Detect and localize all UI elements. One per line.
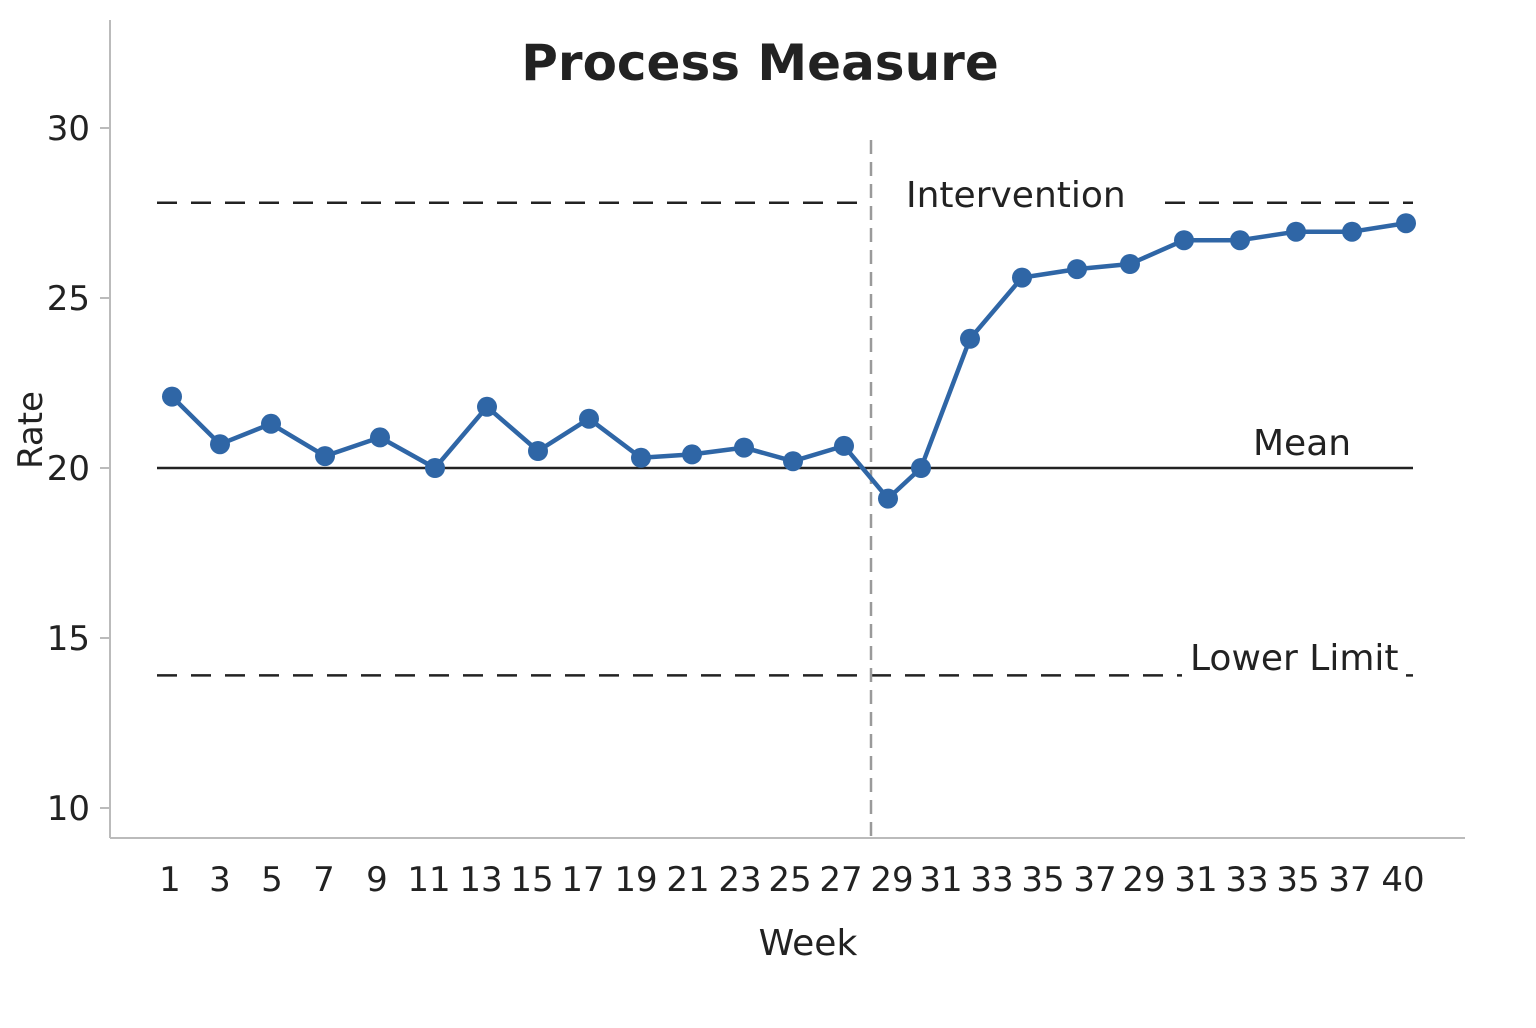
data-point [783, 451, 803, 472]
data-point [1342, 221, 1362, 242]
data-point [315, 446, 335, 467]
data-point [370, 427, 390, 448]
y-tick-label: 20 [47, 449, 90, 489]
y-tick-label: 25 [47, 279, 90, 319]
y-tick-label: 30 [47, 109, 90, 149]
x-tick-label: 31 [919, 860, 962, 900]
x-tick-label: 5 [261, 860, 283, 900]
data-point [1230, 230, 1250, 251]
lower-limit-label: Lower Limit [1190, 638, 1399, 679]
y-tick-label: 10 [47, 789, 90, 829]
data-point [834, 435, 854, 456]
x-tick-label: 11 [407, 860, 450, 900]
data-point [1286, 221, 1306, 242]
data-point [528, 441, 548, 461]
mean-label: Mean [1253, 423, 1351, 464]
data-point [911, 458, 931, 478]
data-point [631, 447, 651, 468]
x-tick-label: 35 [1276, 860, 1319, 900]
x-tick-label: 31 [1174, 860, 1217, 900]
data-point [261, 413, 281, 434]
x-tick-label: 23 [718, 860, 761, 900]
x-tick-label: 37 [1328, 860, 1371, 900]
y-tick-label: 15 [47, 619, 90, 659]
data-point [1012, 267, 1032, 288]
data-point [1067, 259, 1087, 280]
x-tick-label: 9 [366, 860, 388, 900]
data-point [477, 396, 497, 417]
x-tick-label: 25 [768, 860, 811, 900]
data-point [1120, 254, 1140, 274]
x-tick-label: 3 [209, 860, 231, 900]
x-tick-label: 33 [1225, 860, 1268, 900]
x-tick-label: 1 [159, 860, 181, 900]
data-point [1396, 213, 1416, 234]
data-point [960, 328, 980, 349]
x-tick-label: 19 [614, 860, 657, 900]
x-tick-label: 37 [1073, 860, 1116, 900]
data-point [682, 444, 702, 465]
x-tick-label: 40 [1381, 860, 1424, 900]
x-tick-label: 29 [870, 860, 913, 900]
chart-title: Process Measure [521, 34, 998, 92]
data-point [878, 488, 898, 509]
intervention-label: Intervention [906, 175, 1126, 216]
x-tick-label: 13 [459, 860, 502, 900]
y-axis-label: Rate [11, 391, 51, 469]
data-point [425, 458, 445, 478]
x-axis-label: Week [759, 923, 858, 964]
x-tick-label: 7 [313, 860, 335, 900]
x-tick-label: 33 [970, 860, 1013, 900]
data-point [210, 434, 230, 455]
x-tick-label: 15 [510, 860, 553, 900]
data-point [579, 408, 599, 429]
x-tick-label: 35 [1021, 860, 1064, 900]
x-tick-label: 21 [666, 860, 709, 900]
x-tick-label: 17 [561, 860, 604, 900]
x-tick-label: 29 [1122, 860, 1165, 900]
data-point [162, 386, 182, 407]
data-point [734, 437, 754, 458]
x-tick-label: 27 [819, 860, 862, 900]
data-point [1174, 230, 1194, 251]
